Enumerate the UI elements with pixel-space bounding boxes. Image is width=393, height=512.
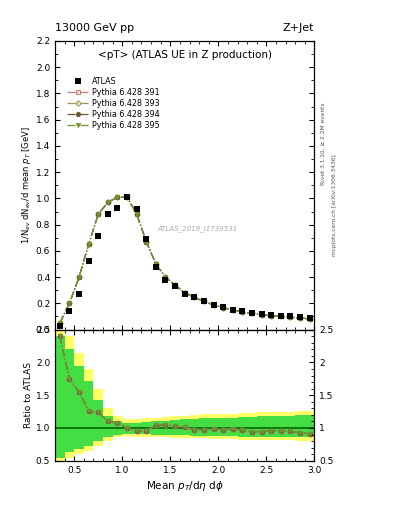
Text: <pT> (ATLAS UE in Z production): <pT> (ATLAS UE in Z production) <box>98 50 272 59</box>
Text: mcplots.cern.ch [arXiv:1306.3436]: mcplots.cern.ch [arXiv:1306.3436] <box>332 154 337 255</box>
Text: Rivet 3.1.10, ≥ 2.2M events: Rivet 3.1.10, ≥ 2.2M events <box>320 102 325 185</box>
Legend: ATLAS, Pythia 6.428 391, Pythia 6.428 393, Pythia 6.428 394, Pythia 6.428 395: ATLAS, Pythia 6.428 391, Pythia 6.428 39… <box>64 74 163 133</box>
Text: ATLAS_2019_I1736531: ATLAS_2019_I1736531 <box>158 225 238 232</box>
Text: 13000 GeV pp: 13000 GeV pp <box>55 23 134 33</box>
Text: Z+Jet: Z+Jet <box>283 23 314 33</box>
Y-axis label: Ratio to ATLAS: Ratio to ATLAS <box>24 362 33 428</box>
Y-axis label: 1/N$_{ev}$ dN$_{ev}$/d mean $p_T$ [GeV]: 1/N$_{ev}$ dN$_{ev}$/d mean $p_T$ [GeV] <box>20 126 33 244</box>
X-axis label: Mean $p_T$/d$\eta$ d$\phi$: Mean $p_T$/d$\eta$ d$\phi$ <box>146 479 224 493</box>
